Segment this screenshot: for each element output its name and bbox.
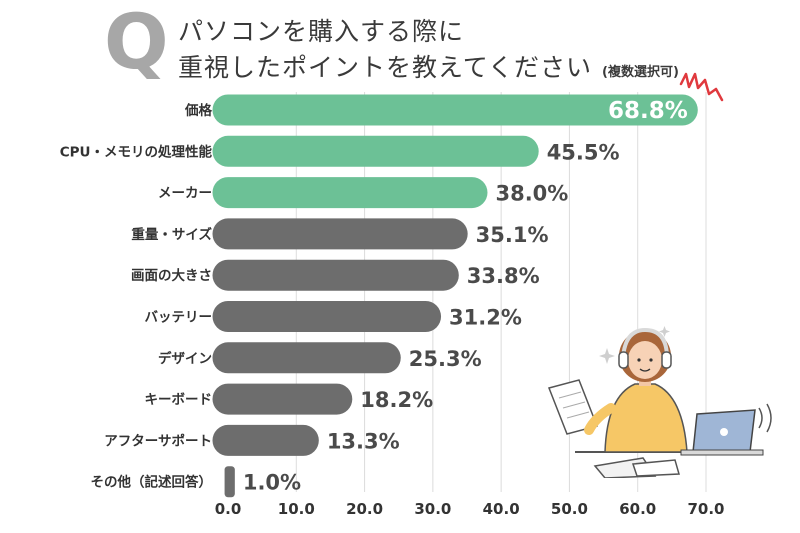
x-tick-label: 0.0 [215, 500, 242, 518]
category-label: その他（記述回答） [91, 474, 213, 491]
category-label: アフターサポート [104, 432, 212, 449]
bar [212, 301, 442, 332]
x-tick-label: 40.0 [483, 500, 520, 518]
category-label: バッテリー [145, 310, 213, 326]
category-label: 価格 [184, 102, 212, 119]
bar [212, 383, 353, 415]
x-tick-label: 50.0 [551, 500, 588, 518]
x-tick-label: 30.0 [414, 500, 451, 518]
category-label: メーカー [158, 186, 212, 202]
bar [212, 94, 698, 126]
bar [224, 466, 235, 498]
value-label: 33.8% [467, 264, 540, 288]
category-label: デザイン [158, 350, 212, 367]
value-label: 1.0% [243, 471, 301, 495]
page-title-line2-text: 重視したポイントを教えてください [178, 53, 593, 82]
value-label: 45.5% [547, 140, 620, 164]
category-label: 画面の大きさ [131, 267, 212, 284]
x-tick-label: 60.0 [619, 500, 656, 518]
category-label: 重量・サイズ [131, 226, 212, 243]
x-tick-label: 70.0 [687, 500, 724, 518]
bar [212, 218, 468, 250]
bar [212, 135, 539, 167]
category-label: キーボード [145, 392, 213, 408]
bar [212, 424, 319, 456]
page-title-line2: 重視したポイントを教えてください (複数選択可) [178, 48, 679, 84]
page-title-line1: パソコンを購入する際に [178, 17, 465, 46]
value-label: 25.3% [409, 347, 482, 371]
value-label: 18.2% [360, 388, 433, 412]
value-label: 13.3% [327, 429, 400, 453]
bar [212, 259, 459, 291]
x-tick-label: 10.0 [278, 500, 315, 518]
woman-with-laptop-illustration [547, 326, 772, 478]
value-label: 31.2% [449, 306, 522, 330]
title-note: (複数選択可) [602, 65, 679, 80]
question-mark-q: Q [104, 0, 169, 86]
value-label: 68.8% [608, 98, 688, 124]
bar [212, 177, 488, 209]
category-label: CPU・メモリの処理性能 [60, 143, 213, 160]
emphasis-mark-icon [679, 72, 724, 102]
bar [212, 342, 401, 374]
value-label: 38.0% [495, 182, 568, 206]
x-tick-label: 20.0 [346, 500, 383, 518]
value-label: 35.1% [476, 223, 549, 247]
